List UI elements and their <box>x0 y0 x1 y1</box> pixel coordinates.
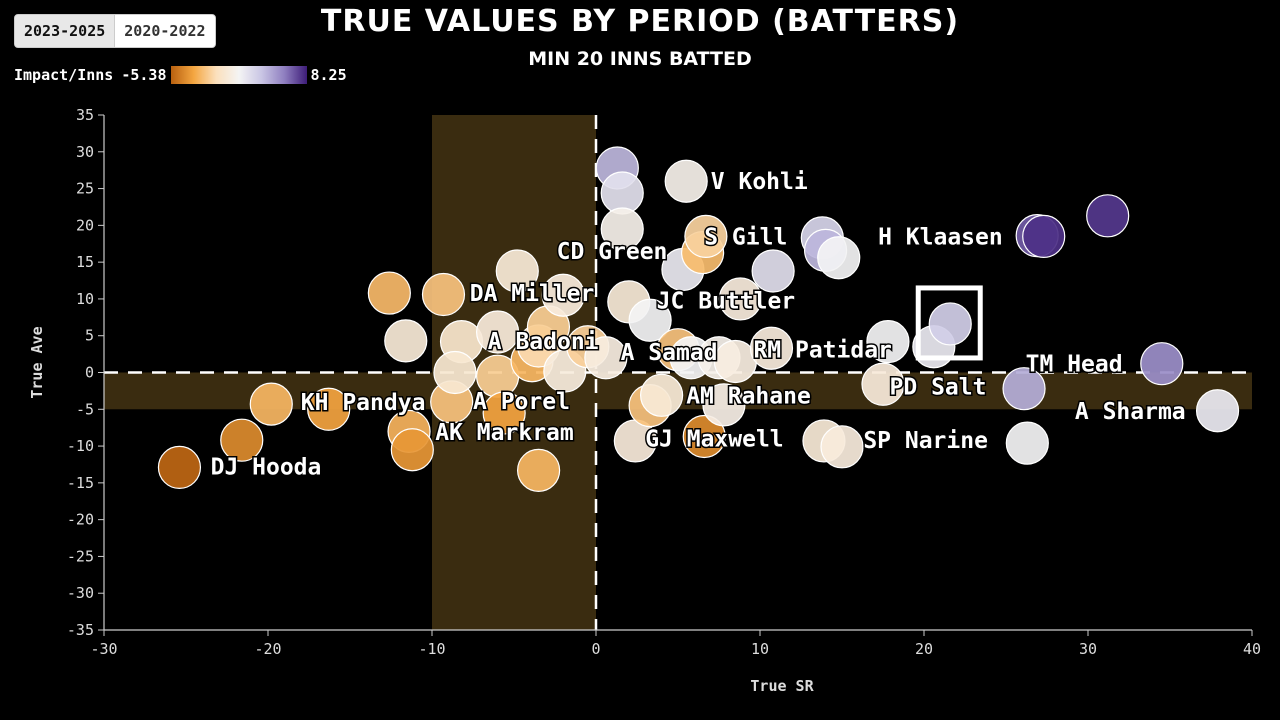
data-point <box>600 207 644 251</box>
player-label: AK Markram <box>435 420 573 446</box>
data-point <box>390 428 434 472</box>
player-label: DJ Hooda <box>211 455 322 481</box>
x-tick-label: -30 <box>90 640 117 658</box>
data-point <box>307 387 351 431</box>
period-2023-2025-button[interactable]: 2023-2025 <box>15 15 115 47</box>
player-label: A Samad <box>621 340 718 366</box>
data-point <box>861 362 905 406</box>
player-label: TM Head <box>1026 352 1123 378</box>
player-label: S Gill <box>704 224 787 250</box>
player-label: GJ Maxwell <box>645 427 783 453</box>
chart-title: True Values by Period (Batters) <box>320 4 960 39</box>
data-point <box>820 425 864 469</box>
data-point <box>1002 367 1046 411</box>
data-point <box>628 298 672 342</box>
data-point <box>1005 421 1049 465</box>
player-label: V Kohli <box>711 169 808 195</box>
data-point <box>702 383 746 427</box>
color-legend: Impact/Inns -5.38 8.25 <box>14 66 347 84</box>
player-label: A Sharma <box>1075 399 1186 425</box>
x-tick-label: 10 <box>751 640 769 658</box>
period-toggle: 2023-2025 2020-2022 <box>14 14 216 48</box>
data-point <box>1140 342 1184 386</box>
data-point <box>639 373 684 417</box>
y-tick-label: -35 <box>67 621 94 639</box>
player-label: A Badoni <box>488 329 599 355</box>
data-point <box>751 249 795 293</box>
data-point <box>866 320 910 364</box>
period-2020-2022-button[interactable]: 2020-2022 <box>114 15 215 47</box>
player-label: JC Buttler <box>657 288 795 314</box>
y-tick-label: -30 <box>67 584 94 602</box>
y-tick-label: 35 <box>76 106 94 124</box>
player-label: H Klaasen <box>878 224 1003 250</box>
y-tick-label: 0 <box>85 364 94 382</box>
legend-gradient <box>170 66 307 84</box>
data-point <box>220 418 264 462</box>
player-label: DA Miller <box>470 281 595 307</box>
data-point <box>749 326 794 370</box>
x-tick-label: 20 <box>915 640 933 658</box>
data-point <box>433 350 477 395</box>
player-label: SP Narine <box>863 428 988 454</box>
data-point <box>495 249 539 293</box>
legend-max: 8.25 <box>310 66 347 84</box>
data-point <box>476 310 520 354</box>
data-point <box>482 391 526 435</box>
x-tick-label: 0 <box>591 640 600 658</box>
y-tick-label: -20 <box>67 511 94 529</box>
data-point <box>1195 389 1240 433</box>
y-tick-label: -15 <box>67 474 94 492</box>
data-point <box>1022 214 1066 258</box>
data-point <box>384 319 428 363</box>
data-point <box>157 445 202 490</box>
y-tick-label: 15 <box>76 253 94 271</box>
data-point <box>718 277 762 321</box>
player-label: CD Green <box>557 239 668 265</box>
x-tick-label: 30 <box>1079 640 1097 658</box>
player-label: A Porel <box>473 389 570 415</box>
player-label: AM Rahane <box>686 383 811 409</box>
data-point <box>1086 194 1130 238</box>
y-tick-label: 20 <box>76 216 94 234</box>
data-point <box>421 272 466 317</box>
data-point <box>682 414 726 459</box>
player-label: KH Pandya <box>301 390 426 416</box>
y-tick-label: -5 <box>76 400 94 418</box>
highlight-box <box>915 285 983 361</box>
x-tick-label: 40 <box>1243 640 1261 658</box>
x-tick-label: -10 <box>418 640 445 658</box>
player-label: PD Salt <box>890 374 987 400</box>
data-point <box>249 382 293 426</box>
data-point <box>367 271 411 315</box>
data-point <box>541 273 585 317</box>
y-tick-label: 5 <box>85 327 94 345</box>
x-tick-label: -20 <box>254 640 281 658</box>
data-point <box>684 214 728 258</box>
legend-min: -5.38 <box>121 66 167 84</box>
chart-subtitle: Min 20 Inns Batted <box>528 48 752 70</box>
y-tick-label: -25 <box>67 547 94 565</box>
y-tick-label: 25 <box>76 180 94 198</box>
data-point <box>516 448 561 492</box>
x-axis-label: True SR <box>750 677 814 695</box>
data-point <box>817 236 861 280</box>
y-tick-label: -10 <box>67 437 94 455</box>
data-point <box>584 336 628 380</box>
y-axis-label: True Ave <box>28 326 46 398</box>
player-label: RM Patidar <box>753 338 891 364</box>
legend-label: Impact/Inns <box>14 66 114 84</box>
y-tick-label: 10 <box>76 290 94 308</box>
data-point <box>928 302 972 346</box>
data-point <box>664 159 708 203</box>
y-tick-label: 30 <box>76 143 94 161</box>
